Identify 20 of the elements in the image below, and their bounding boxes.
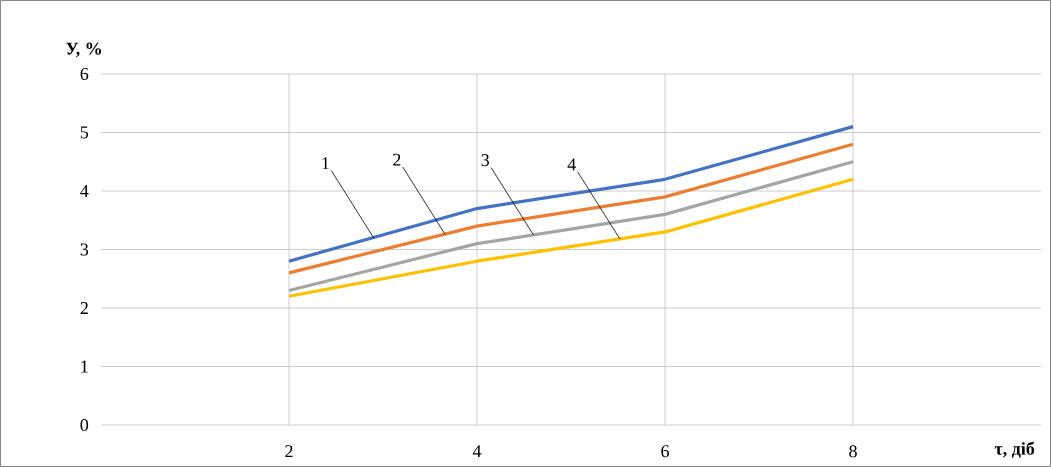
y-tick-label: 1 (81, 360, 88, 373)
x-tick-label: 8 (849, 445, 857, 458)
y-tick-label: 2 (80, 302, 88, 314)
annotation: 4 (567, 158, 576, 171)
y-axis-title: У, % (65, 42, 102, 58)
line-series (287, 177, 855, 298)
y-tick-label: 5 (80, 126, 89, 139)
x-tick-label: 2 (285, 445, 293, 458)
y-tick-label: 4 (80, 185, 89, 197)
y-tick-label: 0 (80, 418, 89, 432)
annotation: 1 (322, 157, 329, 170)
line-series (287, 142, 855, 275)
x-tick-label: 6 (661, 445, 669, 458)
y-tick-label: 6 (80, 67, 89, 81)
y-tick-label: 3 (80, 243, 89, 256)
annotation: 3 (481, 154, 489, 167)
line-series (287, 125, 855, 263)
x-axis-title: τ, діб (994, 441, 1035, 458)
x-tick-label: 4 (472, 445, 482, 458)
annotation: 2 (393, 153, 401, 166)
